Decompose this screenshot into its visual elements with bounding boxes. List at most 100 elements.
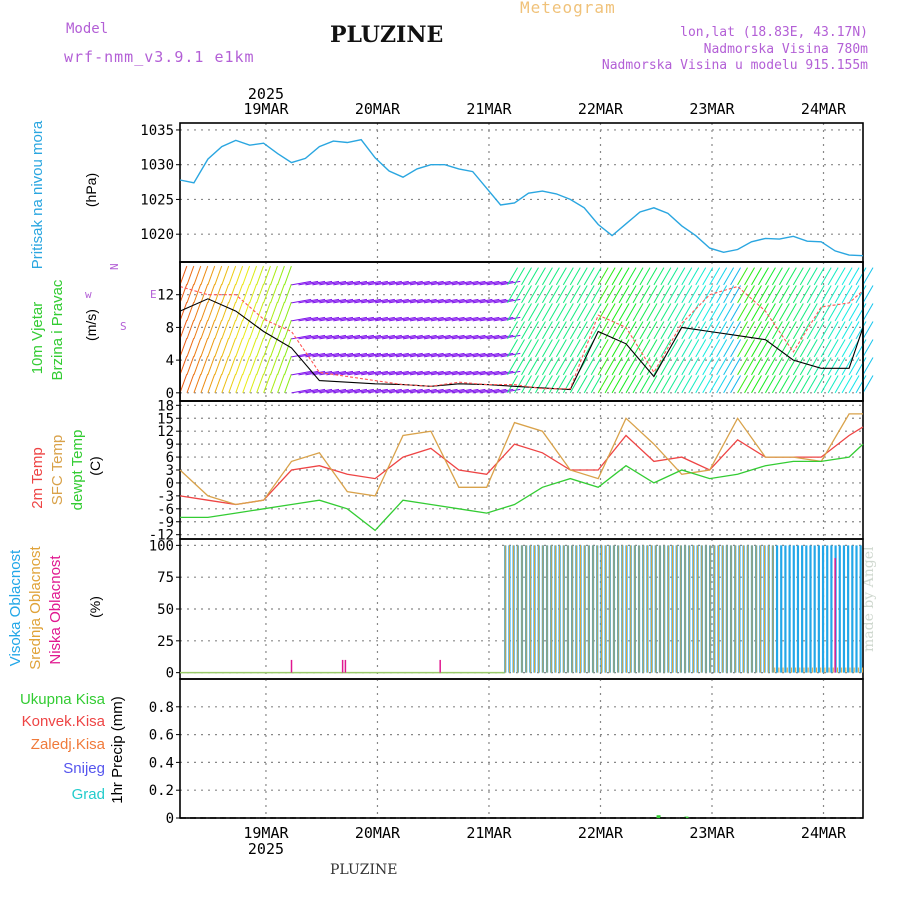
wind-barb	[395, 370, 416, 376]
wind-barb	[465, 370, 486, 376]
wind-barb	[625, 303, 637, 322]
wind-barb	[562, 303, 574, 322]
wind-barb	[402, 334, 423, 340]
wind-barb	[709, 321, 721, 340]
wind-barb	[660, 321, 672, 340]
wind-barb	[737, 285, 748, 304]
label-wind-2: Brzina i Pravac	[49, 279, 66, 380]
wind-barb	[507, 375, 518, 394]
wind-barb	[834, 267, 846, 286]
xtick-top-0: 19MAR	[243, 100, 289, 118]
wind-barb	[319, 388, 340, 394]
temp-line-2	[180, 443, 864, 532]
wind-barb	[507, 357, 518, 376]
wind-barb	[388, 370, 409, 376]
wind-barb	[611, 339, 623, 358]
wind-barb	[493, 370, 514, 376]
wind-barb	[702, 357, 714, 376]
wind-barb	[562, 357, 574, 376]
wind-barb	[855, 321, 867, 340]
wind-barb	[688, 267, 700, 286]
wind-barb	[361, 352, 381, 358]
wind-barb	[535, 357, 546, 376]
wind-barb	[277, 319, 285, 340]
wind-barb	[611, 375, 623, 394]
wind-barb	[354, 388, 375, 394]
wind-barb	[423, 352, 444, 358]
wind-barb	[430, 370, 451, 376]
wind-barb	[548, 375, 560, 394]
wind-barb	[458, 280, 479, 286]
wind-barb	[326, 298, 347, 304]
wind-barb	[541, 285, 553, 304]
wind-barb	[771, 285, 783, 304]
wind-barb	[744, 285, 755, 304]
xtick-top-3: 22MAR	[578, 100, 624, 118]
wind-barb	[660, 303, 672, 322]
wind-barb	[493, 280, 514, 286]
wind-barb	[528, 303, 539, 322]
ytick-label-precipitation-0: 0	[166, 811, 174, 827]
wind-barb	[507, 285, 518, 304]
wind-barb	[521, 375, 532, 394]
wind-barb	[368, 352, 388, 358]
wind-barb	[221, 337, 230, 358]
wind-barb	[361, 298, 381, 304]
wind-barb	[354, 316, 375, 322]
wind-barb	[799, 303, 811, 322]
wind-barb	[737, 375, 748, 394]
wind-barb	[764, 267, 776, 286]
wind-barb	[813, 285, 825, 304]
wind-barb	[179, 355, 188, 376]
compass-e: E	[150, 288, 157, 301]
year-top: 2025	[248, 85, 284, 103]
wind-barb	[437, 388, 458, 394]
precip-legend-0: Ukupna Kisa	[20, 691, 106, 708]
ytick-label-temperature-2: -6	[157, 502, 174, 518]
compass-w: w	[85, 288, 92, 301]
wind-barb	[312, 334, 333, 340]
wind-barb	[653, 267, 665, 286]
wind-barb	[625, 285, 637, 304]
wind-barb	[576, 285, 588, 304]
wind-barb	[402, 370, 423, 376]
wind-barb	[590, 321, 602, 340]
wind-barb	[375, 370, 395, 376]
wind-barb	[639, 285, 651, 304]
wind-barb	[465, 352, 486, 358]
precip-legend-3: Snijeg	[63, 760, 105, 777]
wind-barb	[855, 375, 867, 394]
wind-barb	[437, 334, 458, 340]
wind-barb	[298, 280, 319, 286]
wind-barb	[361, 316, 381, 322]
wind-barb	[214, 373, 223, 393]
product-label: Meteogram	[520, 0, 616, 17]
wind-barb	[395, 280, 416, 286]
wind-barb	[207, 355, 216, 376]
wind-barb	[207, 265, 216, 286]
wind-barb	[479, 280, 500, 286]
xtick-bottom-0: 19MAR	[243, 824, 289, 842]
wind-barb	[771, 357, 783, 376]
wind-barb	[569, 267, 581, 286]
wind-barb	[207, 301, 216, 322]
wind-barb	[361, 370, 381, 376]
wind-barb	[625, 321, 637, 340]
wind-barb	[806, 321, 818, 340]
wind-barb	[263, 301, 271, 322]
ytick-label-pressure-1: 1025	[140, 192, 174, 208]
wind-barb	[555, 303, 567, 322]
wind-barb	[284, 283, 292, 304]
wind-barb	[193, 283, 202, 304]
wind-barb	[312, 388, 333, 394]
wind-barb	[326, 280, 347, 286]
wind-barb	[451, 388, 472, 394]
wind-barb	[228, 337, 237, 358]
wind-barb	[618, 267, 630, 286]
precip-bar-1	[684, 816, 689, 818]
label-cloud-high: Visoka Oblacnost	[7, 549, 24, 666]
wind-barb	[305, 388, 326, 394]
wind-barb	[841, 357, 853, 376]
wind-barb	[200, 319, 209, 340]
wind-barb	[179, 337, 188, 358]
